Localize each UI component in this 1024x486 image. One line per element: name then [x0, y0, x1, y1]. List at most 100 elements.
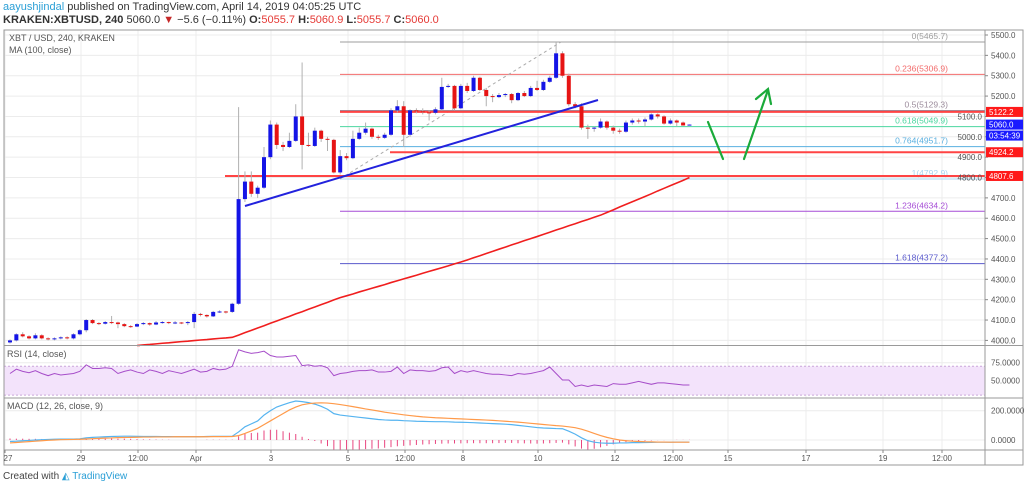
macd-legend[interactable]: MACD (12, 26, close, 9) [7, 401, 103, 411]
candle-down [566, 75, 571, 105]
candle-up [458, 85, 463, 109]
candle-up [135, 324, 139, 327]
candle-down [681, 122, 686, 126]
candle-up [8, 340, 12, 343]
price-tick-label: 5300.0 [991, 72, 1016, 81]
axes: 4000.0 4100.0 4200.0 4300.0 4400.0 4500.0 4600… [3, 29, 1024, 466]
last-price: 5060.0 [126, 14, 161, 26]
candle-up [554, 53, 559, 78]
candle-up [287, 140, 292, 147]
close-value: 5060.0 [405, 14, 439, 26]
time-tick-label: 3 [269, 454, 274, 463]
fib-level-label: 1(4792.9) [912, 168, 949, 178]
candle-down [274, 124, 279, 145]
candle-down [452, 85, 457, 109]
candle-up [687, 124, 692, 126]
price-tick-label: 5000.0 [958, 133, 983, 142]
candle-up [242, 181, 247, 200]
time-tick-label: 27 [4, 454, 13, 463]
candle-down [465, 85, 470, 91]
tradingview-link[interactable]: TradingView [72, 471, 128, 482]
low-value: 5055.7 [356, 14, 391, 26]
candle-down [490, 96, 495, 98]
time-tick-label: 5 [346, 454, 351, 463]
fib-level-label: 0.236(5306.9) [895, 63, 948, 73]
candle-up [293, 116, 298, 141]
time-tick-label: 12 [611, 454, 620, 463]
ma-legend[interactable]: MA (100, close) [9, 45, 72, 55]
candle-up [77, 330, 82, 335]
candle-down [617, 130, 622, 132]
candle-up [389, 110, 393, 135]
candle-down [249, 181, 254, 194]
candle-down [522, 93, 527, 97]
candle-up [58, 337, 63, 339]
price-tag-label: 4807.6 [989, 172, 1014, 181]
fib-level-label: 0.5(5129.3) [905, 99, 949, 109]
candle-down [27, 336, 32, 339]
price-tick-label: 4400.0 [991, 255, 1016, 264]
open-value: 5055.7 [261, 14, 296, 26]
fibonacci-retracement[interactable]: 0(5465.7) 0.236(5306.9) 0.5(5129.3) 0.618(5… [339, 31, 985, 265]
candle-down [414, 110, 419, 112]
author-link[interactable]: aayushjindal [3, 1, 65, 13]
publish-info: aayushjindal published on TradingView.co… [3, 1, 361, 13]
triangle-down-icon: ▼ [163, 14, 175, 26]
signal-line [9, 402, 690, 444]
candle-up [84, 320, 89, 331]
candle-down [655, 114, 660, 117]
price-tick-label: 5100.0 [958, 112, 983, 121]
candle-up [547, 77, 552, 82]
candle-down [579, 106, 584, 128]
candle-up [528, 87, 533, 97]
candle-up [439, 86, 444, 110]
candle-up [630, 120, 635, 123]
candle-up [33, 335, 38, 339]
candle-down [128, 326, 133, 328]
candle-up [446, 85, 451, 87]
candle-down [20, 334, 25, 337]
candle-up [160, 322, 165, 324]
candle-up [541, 81, 546, 90]
bullish-trendline[interactable] [244, 99, 599, 207]
candle-up [236, 199, 241, 304]
price-tag-label: 5122.2 [989, 108, 1014, 117]
candle-down [90, 320, 95, 324]
close-label: C: [393, 14, 406, 26]
time-tick-label: 19 [879, 454, 888, 463]
candle-down [166, 322, 171, 324]
time-tick-label: 15 [724, 454, 733, 463]
fib-level-label: 0.618(5049.9) [895, 116, 948, 126]
candle-up [363, 128, 368, 133]
macd-tick-label: 200.0000 [991, 407, 1024, 416]
candle-up [154, 322, 159, 325]
candle-up [71, 334, 76, 339]
green-arrows [706, 86, 773, 161]
price-tag-label: 03:54:39 [989, 132, 1021, 141]
price-change: −5.6 (−0.11%) [177, 14, 247, 26]
macd-line [9, 400, 690, 444]
price-tag-label: 4924.2 [989, 148, 1014, 157]
candle-up [471, 77, 476, 91]
macd-tick-label: 0.0000 [991, 436, 1016, 445]
rsi-legend[interactable]: RSI (14, close) [7, 349, 67, 359]
candle-down [420, 111, 425, 113]
candle-up [255, 187, 260, 194]
candle-up [211, 311, 216, 317]
support-resistance-lines[interactable] [225, 110, 985, 177]
candle-down [331, 139, 336, 173]
time-tick-label: 12:00 [395, 454, 416, 463]
candle-up [516, 93, 520, 101]
candle-down [369, 128, 374, 137]
candle-down [484, 89, 489, 97]
candle-up [185, 322, 190, 324]
price-tick-label: 4700.0 [991, 194, 1016, 203]
time-tick-label: 10 [534, 454, 543, 463]
time-tick-label: 8 [461, 454, 466, 463]
candle-down [344, 156, 349, 159]
candle-up [192, 313, 197, 323]
candle-down [300, 116, 305, 145]
candle-down [560, 53, 565, 76]
candle-down [604, 121, 609, 128]
